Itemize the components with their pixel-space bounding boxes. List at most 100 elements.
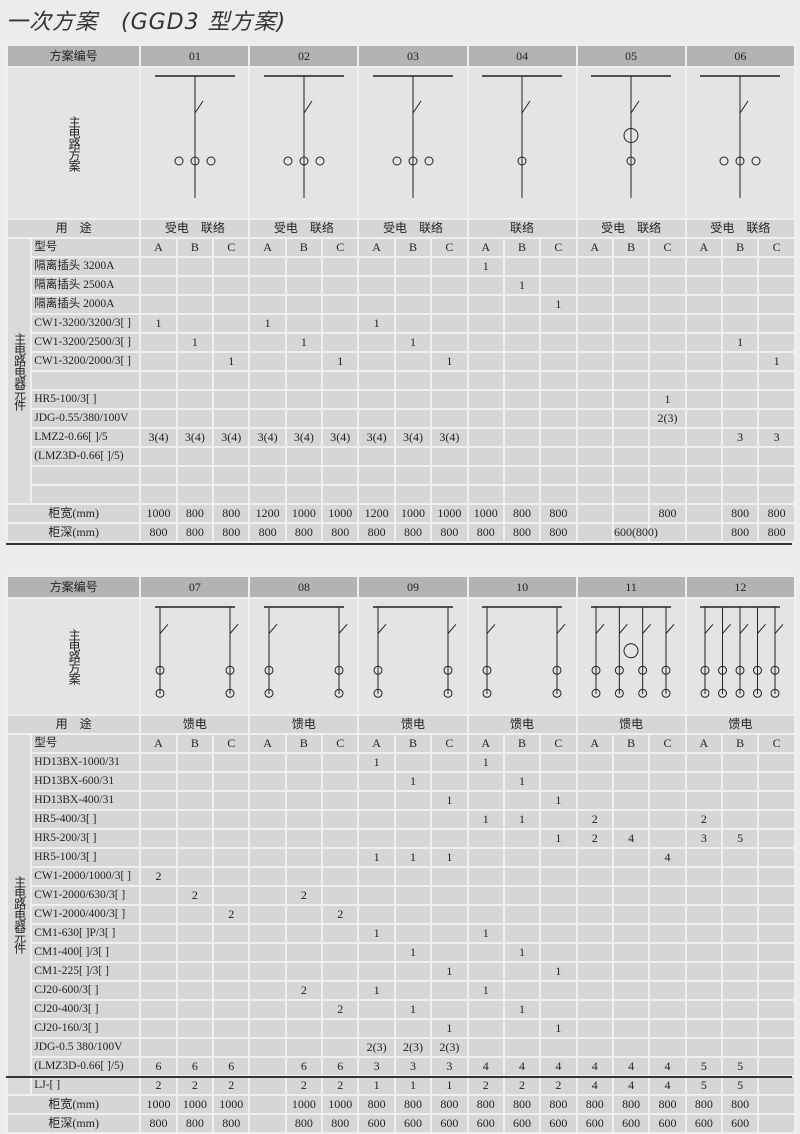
table-row	[8, 467, 794, 484]
circuit-diagram-cell	[468, 599, 576, 714]
component-qty	[613, 372, 649, 389]
component-qty	[541, 410, 576, 427]
component-qty: 1	[504, 277, 540, 294]
component-qty	[286, 391, 322, 408]
component-qty	[286, 792, 322, 809]
table-row: HD13BX-400/31 1 1	[8, 792, 794, 809]
table-row: CW1-3200/3200/3[ ] 1 1 1	[8, 315, 794, 332]
component-qty: 1	[286, 334, 322, 351]
component-qty	[650, 925, 685, 942]
width-value: 800	[577, 1096, 612, 1113]
circuit-diagram	[700, 606, 784, 698]
component-qty	[650, 315, 685, 332]
component-qty	[359, 963, 394, 980]
component-qty	[613, 277, 649, 294]
component-qty	[686, 944, 721, 961]
usage-row: 用 途馈电 馈电 馈电 馈电 馈电 馈电	[8, 716, 794, 733]
component-qty	[686, 925, 721, 942]
component-qty	[286, 315, 322, 332]
component-qty	[177, 963, 213, 980]
sub-column-header: B	[395, 239, 431, 256]
usage-label: 用 途	[8, 220, 140, 237]
component-qty	[395, 410, 431, 427]
component-qty	[686, 792, 721, 809]
component-qty	[577, 429, 612, 446]
component-qty	[359, 372, 394, 389]
page-title: 一次方案 (GGD3 型方案)	[6, 10, 287, 35]
width-value	[686, 505, 721, 522]
component-qty: 2	[577, 811, 612, 828]
table-row: CW1-2000/1000/3[ ] 2	[8, 868, 794, 885]
circuit-diagram	[373, 75, 453, 198]
width-label: 柜宽(mm)	[8, 505, 140, 522]
component-qty: 3	[395, 1058, 431, 1075]
component-qty	[722, 1001, 758, 1018]
width-value: 800	[613, 1096, 649, 1113]
component-name: HD13BX-1000/31	[32, 754, 140, 771]
component-qty	[577, 372, 612, 389]
component-qty: 1	[395, 773, 431, 790]
component-qty	[395, 982, 431, 999]
component-qty	[759, 868, 794, 885]
component-qty	[650, 792, 685, 809]
depth-value: 800	[141, 1115, 176, 1132]
component-qty	[577, 448, 612, 465]
model-row: 主电路电器元件 型号 A B C A B C A B C A B C A B C A B C	[8, 735, 794, 1094]
component-name: HR5-100/3[ ]	[32, 391, 140, 408]
component-qty	[650, 372, 685, 389]
depth-value	[250, 1115, 285, 1132]
width-value: 800	[504, 505, 540, 522]
component-qty: 1	[359, 754, 394, 771]
depth-value: 600(800)	[613, 524, 658, 541]
table-row: CJ20-400/3[ ] 2 1 1	[8, 1001, 794, 1018]
component-qty	[613, 754, 649, 771]
component-qty	[177, 925, 213, 942]
component-qty	[323, 448, 358, 465]
component-qty	[759, 906, 794, 923]
table-row: JDG-0.55/380/100V 2(3)	[8, 410, 794, 427]
component-qty: 1	[432, 1020, 467, 1037]
component-qty	[541, 258, 576, 275]
component-qty	[504, 792, 540, 809]
component-qty	[468, 410, 503, 427]
component-qty	[722, 868, 758, 885]
component-qty	[250, 277, 285, 294]
component-qty: 1	[395, 849, 431, 866]
component-qty	[759, 792, 794, 809]
table-row: CW1-2000/400/3[ ] 2 2	[8, 906, 794, 923]
component-qty	[541, 334, 576, 351]
usage-value: 馈电	[468, 716, 576, 733]
component-qty	[468, 277, 503, 294]
component-qty	[177, 1039, 213, 1056]
sub-column-header: A	[468, 239, 503, 256]
component-qty	[504, 1039, 540, 1056]
component-qty	[141, 372, 176, 389]
scheme-number: 11	[577, 577, 685, 597]
component-name: HR5-400/3[ ]	[32, 811, 140, 828]
component-qty	[613, 1039, 649, 1056]
component-qty: 1	[141, 315, 176, 332]
table-row: LMZ2-0.66[ ]/5 3(4) 3(4) 3(4) 3(4) 3(4) 3(4) 3(…	[8, 429, 794, 446]
component-qty: 2	[286, 887, 322, 904]
diagram-row: 主电路方案	[8, 599, 794, 714]
component-qty	[141, 792, 176, 809]
depth-value: 800	[723, 524, 758, 541]
circuit-diagram-cell	[577, 599, 685, 714]
component-qty	[250, 1058, 285, 1075]
width-value: 800	[359, 1096, 394, 1113]
width-value: 800	[468, 1096, 503, 1113]
component-qty	[214, 811, 249, 828]
depth-value: 600	[468, 1115, 503, 1132]
model-label: 型号	[32, 735, 140, 752]
component-qty	[541, 754, 576, 771]
divider	[6, 543, 792, 545]
sub-column-header: A	[686, 735, 721, 752]
component-qty: 1	[541, 1020, 576, 1037]
component-qty	[214, 944, 249, 961]
depth-value: 600	[432, 1115, 467, 1132]
component-qty	[504, 467, 540, 484]
component-qty	[504, 830, 540, 847]
sub-column-header: B	[395, 735, 431, 752]
component-qty	[650, 1001, 685, 1018]
component-qty: 1	[504, 944, 540, 961]
